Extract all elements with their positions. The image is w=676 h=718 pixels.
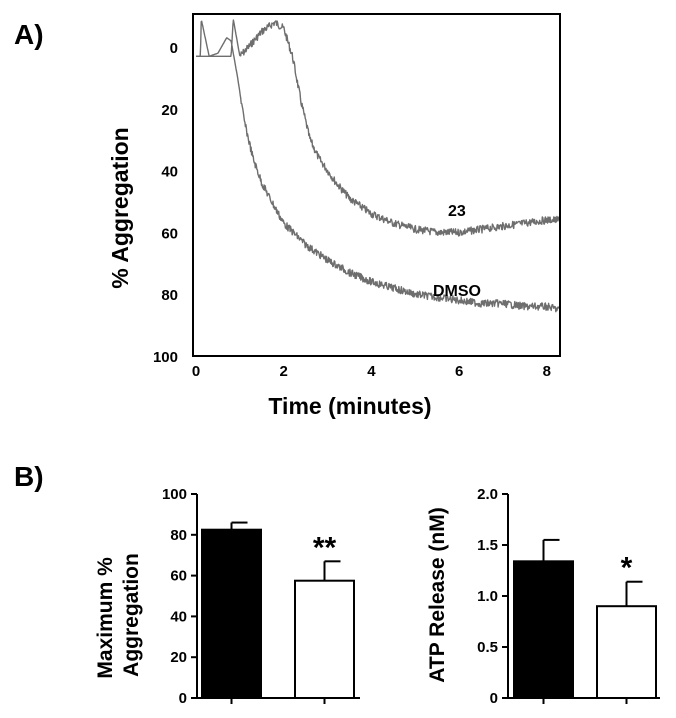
max-aggregation-bar-23: [294, 579, 355, 700]
atp-release-y-tick-label: 1.0: [477, 588, 498, 605]
max-aggregation-y-tick-label: 0: [179, 690, 187, 707]
atp-release-y-tick-label: 0: [490, 690, 498, 707]
max-aggregation-y-axis-title-line2: Aggregation: [120, 553, 143, 677]
max-aggregation-bar-dmso: [201, 528, 262, 700]
aggregation-y-tick-label: 80: [161, 287, 178, 304]
atp-release-y-tick-label: 2.0: [477, 486, 498, 503]
aggregation-x-tick-label: 4: [367, 363, 376, 380]
atp-release-bar-dmso: [513, 560, 574, 699]
aggregation-x-axis-title: Time (minutes): [268, 393, 431, 419]
aggregation-y-tick-label: 100: [153, 349, 178, 366]
aggregation-y-tick-label: 40: [161, 164, 178, 181]
atp-release-significance-marker: *: [621, 552, 633, 585]
panel-b-label: B): [14, 461, 44, 492]
max-aggregation-y-axis-title-line1: Maximum %: [94, 557, 117, 679]
atp-release-bar-23: [596, 605, 657, 700]
aggregation-y-tick-label: 0: [170, 40, 178, 57]
trace-label-dmso: DMSO: [433, 283, 481, 300]
atp-release-y-axis-title: ATP Release (nM): [426, 507, 449, 682]
aggregation-x-tick-label: 6: [455, 363, 463, 380]
aggregation-trace-chart: 0 20 40 60 80 100 0 2 4 6 8 23 DMSO % Aggregation…: [107, 13, 561, 419]
aggregation-trace-dmso: [195, 37, 561, 313]
max-aggregation-y-axis-title: Maximum % Aggregation: [94, 551, 143, 678]
max-aggregation-y-tick-label: 40: [170, 608, 187, 625]
atp-release-bars: *: [513, 538, 657, 704]
aggregation-y-ticks: 0 20 40 60 80 100: [153, 40, 178, 366]
panel-a-label: A): [14, 19, 44, 50]
aggregation-y-tick-label: 20: [161, 102, 178, 119]
max-aggregation-bar-chart: 0 20 40 60 80 100 ** Maximum % Aggregation: [94, 486, 360, 707]
max-aggregation-y-tick-label: 60: [170, 568, 187, 585]
max-aggregation-y-tick-label: 20: [170, 649, 187, 666]
atp-release-bar-chart: 0 0.5 1.0 1.5 2.0 * ATP Release (nM): [426, 486, 660, 707]
aggregation-traces: [195, 19, 561, 313]
aggregation-trace-23: [195, 19, 561, 237]
aggregation-plot-frame: [192, 13, 561, 357]
aggregation-y-axis-title: % Aggregation: [107, 127, 133, 288]
max-aggregation-y-tick-label: 100: [162, 486, 187, 503]
atp-release-y-tick-label: 1.5: [477, 537, 498, 554]
aggregation-x-tick-label: 2: [280, 363, 288, 380]
trace-label-23: 23: [448, 203, 466, 220]
aggregation-x-tick-label: 8: [543, 363, 551, 380]
aggregation-y-tick-label: 60: [161, 225, 178, 242]
atp-release-y-ticks: 0 0.5 1.0 1.5 2.0: [477, 486, 660, 707]
max-aggregation-bars: **: [201, 521, 355, 704]
aggregation-x-ticks: 0 2 4 6 8: [192, 363, 551, 380]
aggregation-x-tick-label: 0: [192, 363, 200, 380]
max-aggregation-y-tick-label: 80: [170, 527, 187, 544]
atp-release-y-tick-label: 0.5: [477, 639, 498, 656]
max-aggregation-significance-marker: **: [313, 531, 337, 564]
